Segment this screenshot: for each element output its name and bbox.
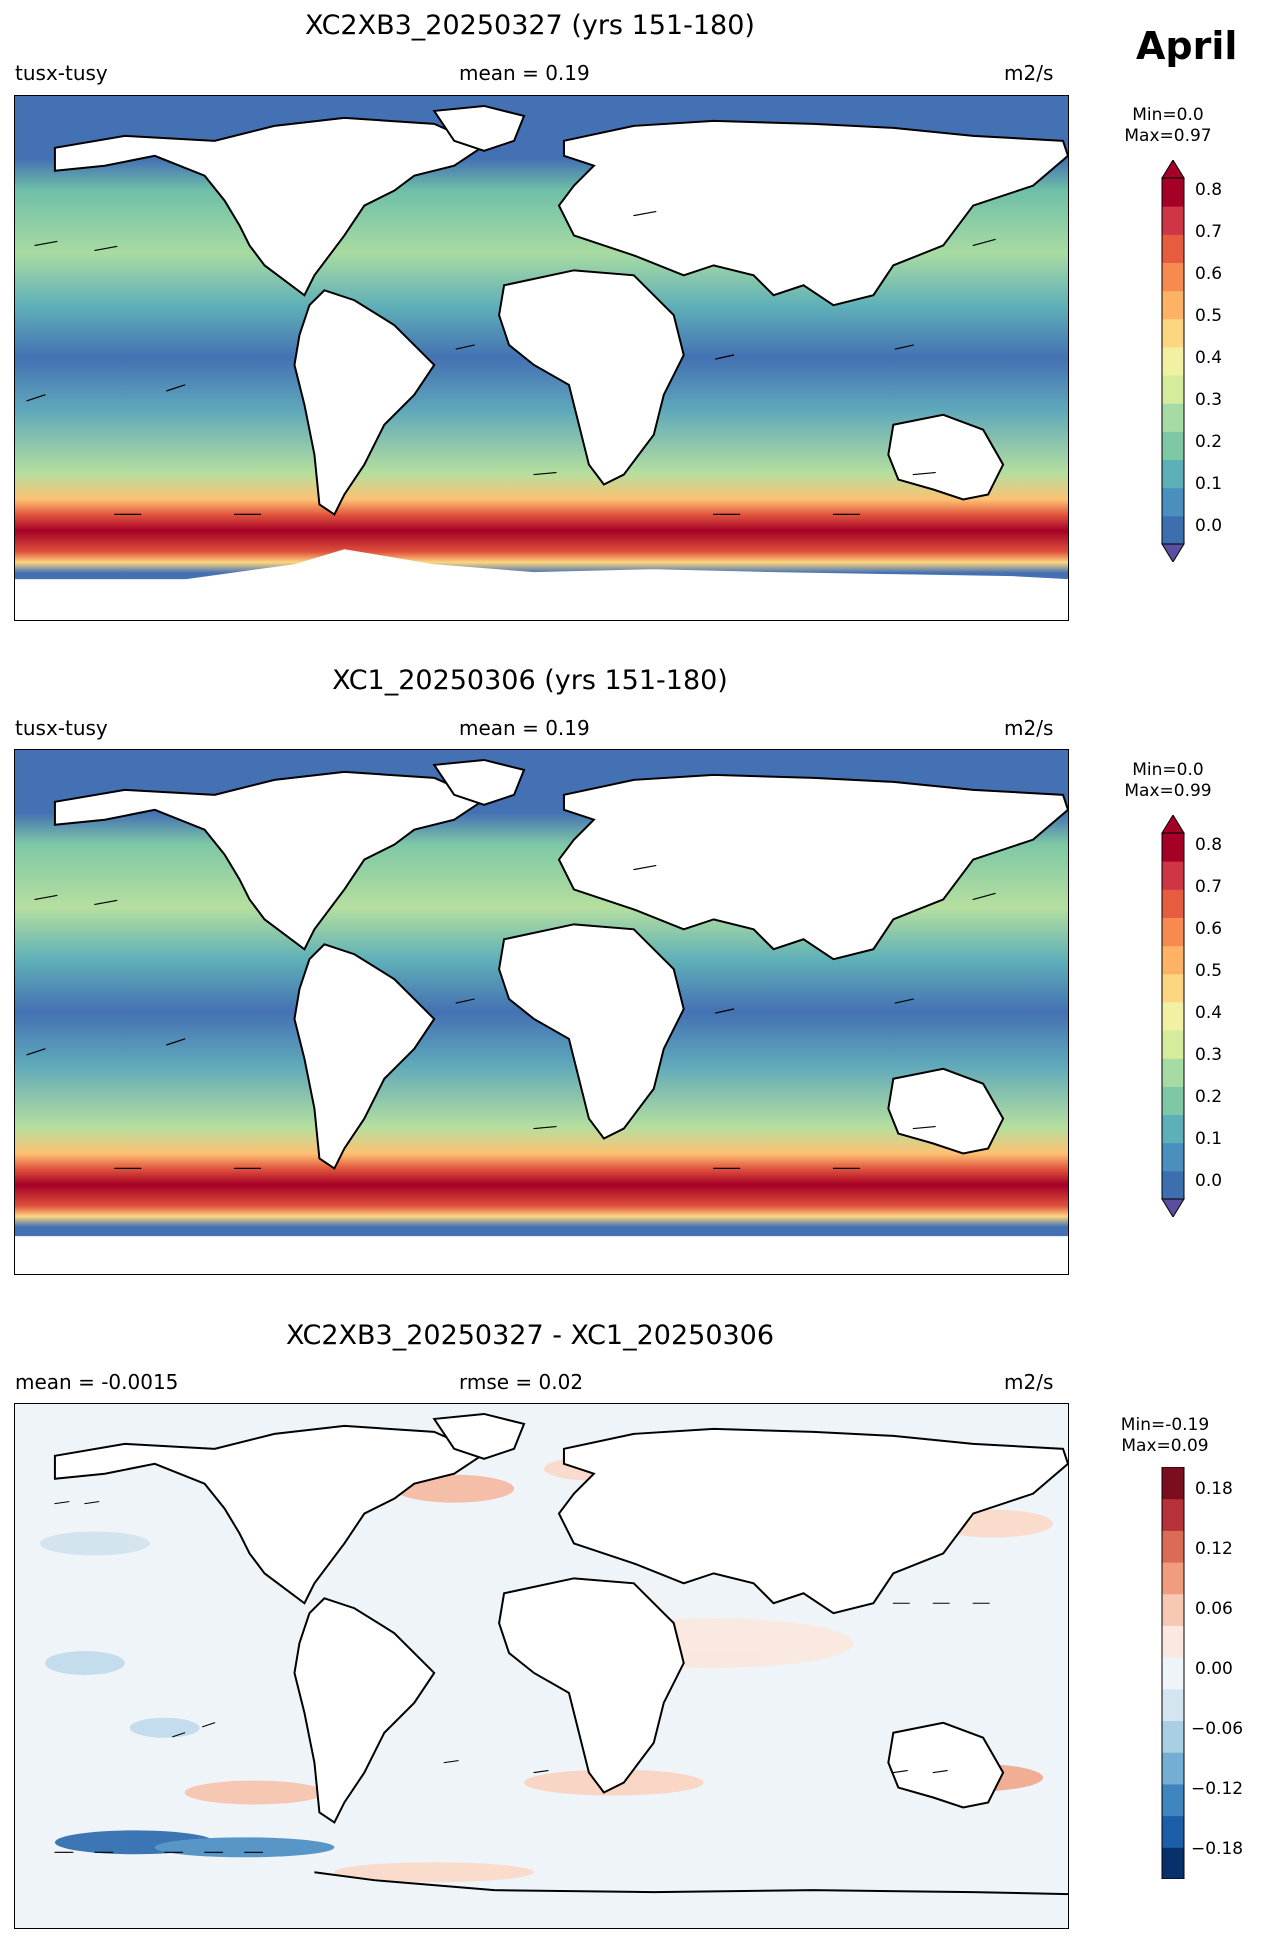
colorbar-segment	[1162, 375, 1184, 404]
colorbar-min-label: Min=0.0	[1132, 760, 1204, 780]
variable-label: tusx-tusy	[15, 716, 108, 740]
colorbar-segment	[1162, 1752, 1184, 1785]
colorbar-tick: 0.2	[1195, 432, 1223, 452]
colorbar-tick: 0.06	[1195, 1599, 1233, 1619]
colorbar-tick: 0.18	[1195, 1479, 1233, 1499]
colorbar-min-label: Min=0.0	[1132, 105, 1204, 125]
colorbar-segment	[1162, 1086, 1184, 1116]
colorbar-middle	[1160, 814, 1186, 1218]
colorbar-segment	[1162, 318, 1184, 348]
colorbar-segment	[1162, 515, 1184, 545]
colorbar-top	[1160, 159, 1186, 563]
colorbar-min-label: Min=-0.19	[1120, 1415, 1210, 1435]
colorbar-segment	[1162, 403, 1184, 432]
colorbar-tick: 0.0	[1195, 516, 1223, 536]
colorbar-tick: −0.06	[1191, 1719, 1244, 1739]
colorbar-segment	[1162, 833, 1184, 862]
panel-title: XC2XB3_20250327 - XC1_20250306	[285, 1320, 775, 1351]
rmse-label: rmse = 0.02	[459, 1370, 584, 1394]
colorbar-tick: 0.3	[1195, 390, 1223, 410]
colorbar-segment	[1162, 1657, 1184, 1690]
colorbar-extend-max	[1161, 814, 1185, 834]
colorbar-outline	[1161, 177, 1185, 545]
colorbar-segment	[1162, 1688, 1184, 1722]
colorbar-segment	[1162, 1170, 1184, 1200]
colorbar-tick: 0.6	[1195, 264, 1223, 284]
colorbar-tick: 0.1	[1195, 1129, 1223, 1149]
panel-title: XC2XB3_20250327 (yrs 151-180)	[305, 10, 755, 41]
colorbar-segment	[1162, 1847, 1184, 1880]
colorbar-segment	[1162, 1530, 1184, 1563]
colorbar-segment	[1162, 431, 1184, 461]
colorbar-tick: 0.1	[1195, 474, 1223, 494]
colorbar-segment	[1162, 1467, 1184, 1500]
colorbar-max-label: Max=0.09	[1121, 1436, 1209, 1456]
colorbar-segment	[1162, 1030, 1184, 1059]
colorbar-tick: 0.5	[1195, 961, 1223, 981]
colorbar-segment	[1162, 1720, 1184, 1753]
colorbar-tick: −0.12	[1191, 1779, 1244, 1799]
colorbar-tick: 0.8	[1195, 180, 1223, 200]
colorbar-segment	[1162, 1142, 1184, 1172]
colorbar-segment	[1162, 1593, 1184, 1626]
colorbar-segment	[1162, 459, 1184, 489]
colorbar-tick: 0.6	[1195, 919, 1223, 939]
colorbar-max-label: Max=0.97	[1124, 126, 1212, 146]
colorbar-segment	[1162, 206, 1184, 235]
colorbar-tick: 0.00	[1195, 1659, 1233, 1679]
colorbar-tick: 0.7	[1195, 877, 1223, 897]
colorbar-tick: 0.4	[1195, 1003, 1223, 1023]
colorbar-segment	[1162, 889, 1184, 918]
colorbar-segment	[1162, 178, 1184, 207]
world-map-difference	[14, 1403, 1069, 1929]
colorbar-tick: 0.7	[1195, 222, 1223, 242]
colorbar-segment	[1162, 917, 1184, 947]
colorbar-segment	[1162, 1562, 1184, 1595]
mean-label: mean = 0.19	[459, 61, 590, 85]
colorbar-segment	[1162, 1058, 1184, 1087]
colorbar-segment	[1162, 1001, 1184, 1031]
colorbar-segment	[1162, 861, 1184, 890]
colorbar-tick: 0.12	[1195, 1539, 1233, 1559]
colorbar-extend-min	[1161, 543, 1185, 563]
variable-label: tusx-tusy	[15, 61, 108, 85]
colorbar-difference	[1160, 1466, 1186, 1880]
colorbar-outline	[1161, 832, 1185, 1200]
colorbar-tick: 0.4	[1195, 348, 1223, 368]
units-label: m2/s	[1004, 1370, 1054, 1394]
colorbar-segment	[1162, 487, 1184, 517]
colorbar-segment	[1162, 945, 1184, 975]
colorbar-segment	[1162, 1114, 1184, 1144]
world-map-middle	[14, 749, 1069, 1275]
colorbar-segment	[1162, 1783, 1184, 1817]
colorbar-segment	[1162, 973, 1184, 1003]
colorbar-tick: 0.2	[1195, 1087, 1223, 1107]
world-map-top	[14, 95, 1069, 621]
colorbar-segment	[1162, 346, 1184, 376]
colorbar-segment	[1162, 1625, 1184, 1658]
colorbar-segment	[1162, 290, 1184, 320]
colorbar-segment	[1162, 1815, 1184, 1848]
colorbar-tick: 0.8	[1195, 835, 1223, 855]
panel-title: XC1_20250306 (yrs 151-180)	[332, 665, 728, 696]
colorbar-tick: 0.3	[1195, 1045, 1223, 1065]
colorbar-extend-min	[1161, 1198, 1185, 1218]
mean-label: mean = 0.19	[459, 716, 590, 740]
colorbar-tick: 0.0	[1195, 1171, 1223, 1191]
colorbar-segment	[1162, 262, 1184, 292]
colorbar-segment	[1162, 234, 1184, 263]
units-label: m2/s	[1004, 61, 1054, 85]
colorbar-tick: −0.18	[1191, 1839, 1244, 1859]
units-label: m2/s	[1004, 716, 1054, 740]
mean-label: mean = -0.0015	[15, 1370, 179, 1394]
colorbar-tick: 0.5	[1195, 306, 1223, 326]
colorbar-max-label: Max=0.99	[1124, 781, 1212, 801]
colorbar-segment	[1162, 1498, 1184, 1531]
month-label: April	[1136, 24, 1238, 68]
colorbar-extend-max	[1161, 159, 1185, 179]
